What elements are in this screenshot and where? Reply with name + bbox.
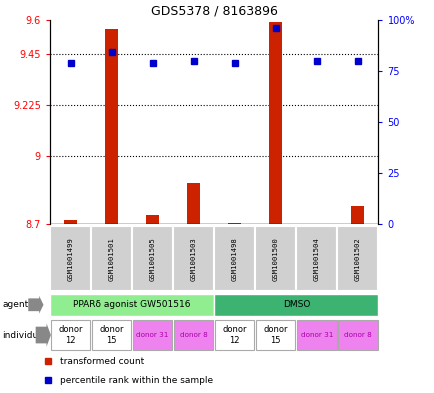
Text: PPARδ agonist GW501516: PPARδ agonist GW501516	[73, 300, 191, 309]
Text: donor
15: donor 15	[99, 325, 124, 345]
Title: GDS5378 / 8163896: GDS5378 / 8163896	[151, 4, 277, 17]
Bar	[296, 226, 337, 291]
Bar	[91, 226, 132, 291]
Bar	[105, 29, 118, 224]
Text: GSM1001501: GSM1001501	[108, 237, 114, 281]
Bar	[92, 320, 131, 350]
Text: percentile rank within the sample: percentile rank within the sample	[60, 376, 213, 385]
Text: agent: agent	[2, 300, 28, 309]
Bar	[214, 226, 255, 291]
Bar	[51, 320, 90, 350]
Text: donor 31: donor 31	[300, 332, 332, 338]
Text: DMSO: DMSO	[282, 300, 309, 309]
Bar	[337, 226, 378, 291]
Text: transformed count: transformed count	[60, 357, 145, 366]
FancyArrow shape	[36, 323, 51, 347]
Bar	[146, 215, 159, 224]
Bar	[50, 294, 214, 316]
Bar	[228, 223, 241, 224]
Text: GSM1001500: GSM1001500	[272, 237, 278, 281]
Text: GSM1001498: GSM1001498	[231, 237, 237, 281]
Bar	[174, 320, 213, 350]
Bar	[255, 226, 296, 291]
Bar	[173, 226, 214, 291]
Text: donor 8: donor 8	[179, 332, 207, 338]
Bar	[187, 184, 200, 224]
Text: donor
12: donor 12	[58, 325, 82, 345]
Bar	[64, 220, 77, 224]
Text: donor
15: donor 15	[263, 325, 287, 345]
Text: individual: individual	[2, 331, 46, 340]
Bar	[133, 320, 172, 350]
Text: GSM1001504: GSM1001504	[313, 237, 319, 281]
Text: donor 31: donor 31	[136, 332, 168, 338]
Bar	[338, 320, 377, 350]
Bar	[214, 294, 378, 316]
Bar	[296, 320, 336, 350]
Text: donor
12: donor 12	[222, 325, 247, 345]
Bar	[269, 22, 282, 224]
Text: GSM1001499: GSM1001499	[67, 237, 73, 281]
Bar	[50, 226, 91, 291]
FancyArrow shape	[28, 296, 43, 314]
Bar	[214, 320, 254, 350]
Bar	[351, 206, 364, 224]
Bar	[256, 320, 295, 350]
Text: GSM1001503: GSM1001503	[190, 237, 196, 281]
Text: GSM1001502: GSM1001502	[354, 237, 360, 281]
Bar	[132, 226, 173, 291]
Text: donor 8: donor 8	[343, 332, 371, 338]
Text: GSM1001505: GSM1001505	[149, 237, 155, 281]
